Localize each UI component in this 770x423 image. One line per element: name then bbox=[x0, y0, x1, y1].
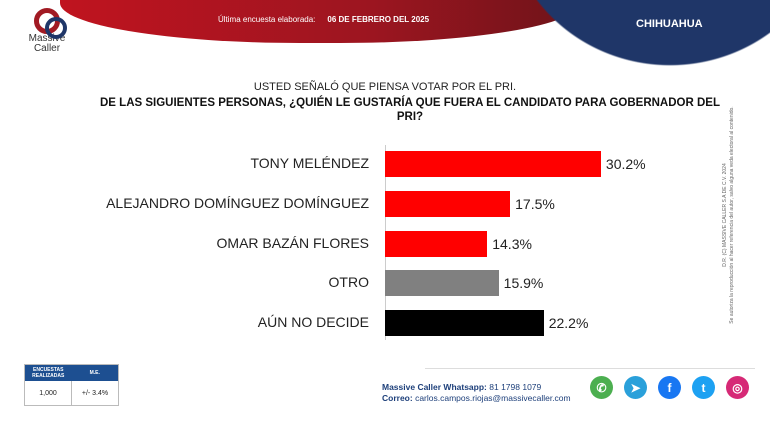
bar bbox=[385, 151, 601, 177]
logo-icon bbox=[34, 8, 67, 39]
header-blue-circle bbox=[505, 0, 770, 66]
question-intro: USTED SEÑALÓ QUE PIENSA VOTAR POR EL PRI… bbox=[253, 81, 517, 93]
divider bbox=[425, 368, 755, 369]
whatsapp-icon[interactable]: ✆ bbox=[590, 376, 613, 399]
question-text: DE LAS SIGUIENTES PERSONAS, ¿QUIÉN LE GU… bbox=[100, 97, 720, 123]
survey-date-value: 06 DE FEBRERO DEL 2025 bbox=[327, 15, 430, 24]
instagram-icon[interactable]: ◎ bbox=[726, 376, 749, 399]
whatsapp-label: Massive Caller Whatsapp: bbox=[382, 382, 487, 392]
survey-date: Última encuesta elaborada: 06 DE FEBRERO … bbox=[218, 15, 429, 24]
survey-date-label: Última encuesta elaborada: bbox=[218, 15, 316, 24]
legal-line-2: Se autoriza la reproducción al hacer ref… bbox=[729, 106, 735, 324]
bar-label: ALEJANDRO DOMÍNGUEZ DOMÍNGUEZ bbox=[106, 194, 369, 211]
bar-label: OTRO bbox=[328, 274, 369, 291]
bar-label: AÚN NO DECIDE bbox=[257, 314, 369, 331]
bar-value-label: 14.3% bbox=[492, 235, 532, 252]
email-label: Correo: bbox=[382, 393, 413, 403]
social-links: ✆ ➤ f t ◎ bbox=[590, 376, 749, 399]
bar-label: OMAR BAZÁN FLORES bbox=[216, 234, 369, 251]
sample-table: ENCUESTAS REALIZADAS M.E. 1,000 +/- 3.4% bbox=[24, 364, 119, 406]
bar bbox=[385, 230, 488, 257]
header-margin-error: M.E. bbox=[89, 370, 100, 376]
twitter-icon[interactable]: t bbox=[692, 376, 715, 399]
whatsapp-number[interactable]: 81 1798 1079 bbox=[489, 382, 542, 392]
legal-notice: D.R. (C) MASSIVE CALLER S.A DE C.V. 2024… bbox=[722, 85, 736, 345]
brand-name: Massive Caller bbox=[28, 33, 66, 54]
margin-error-value: +/- 3.4% bbox=[81, 389, 109, 397]
email-address[interactable]: carlos.campos.riojas@massivecaller.com bbox=[415, 393, 571, 403]
contact-info: Massive Caller Whatsapp: 81 1798 1079 Co… bbox=[382, 382, 571, 404]
bar-value-label: 30.2% bbox=[605, 156, 646, 172]
state-name: CHIHUAHUA bbox=[636, 18, 703, 30]
bar-value-label: 15.9% bbox=[503, 275, 544, 292]
facebook-icon[interactable]: f bbox=[658, 376, 681, 399]
bar-value-label: 22.2% bbox=[548, 315, 589, 332]
bar-label: TONY MELÉNDEZ bbox=[250, 155, 369, 171]
bar bbox=[385, 190, 511, 217]
telegram-icon[interactable]: ➤ bbox=[624, 376, 647, 399]
massive-caller-logo: Massive Caller bbox=[22, 8, 72, 54]
legal-line-1: D.R. (C) MASSIVE CALLER S.A DE C.V. 2024 bbox=[722, 163, 728, 267]
header-surveys: ENCUESTAS REALIZADAS bbox=[32, 367, 65, 379]
surveys-value: 1,000 bbox=[25, 381, 72, 405]
bar bbox=[385, 270, 499, 297]
bar bbox=[385, 310, 544, 337]
bar-value-label: 17.5% bbox=[515, 195, 555, 212]
